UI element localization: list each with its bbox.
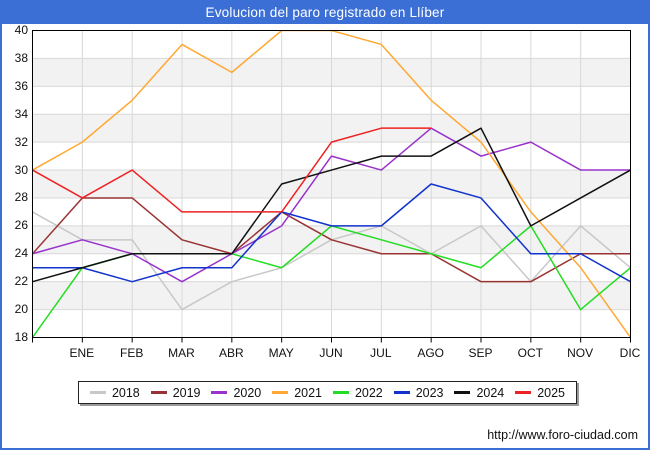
legend-item-2023: 2023 — [393, 385, 444, 400]
y-axis-label: 28 — [14, 190, 28, 205]
x-axis-label: FEB — [119, 346, 144, 360]
legend-item-2021: 2021 — [272, 386, 322, 400]
legend-item-2024: 2024 — [454, 386, 504, 400]
site-url: http://www.foro-ciudad.com — [487, 428, 638, 442]
legend-color-dash-icon — [515, 391, 532, 394]
legend-item-2019: 2019 — [150, 385, 201, 400]
legend-item-2025: 2025 — [515, 386, 565, 400]
legend-label: 2024 — [476, 385, 505, 400]
series-line-2019 — [31, 197, 631, 283]
x-axis-label: MAY — [268, 346, 294, 360]
series-line-2024 — [32, 127, 631, 283]
page-title: Evolucion del paro registrado en Llíber — [2, 2, 648, 24]
y-axis-label: 22 — [14, 274, 28, 289]
legend-color-dash-icon — [211, 391, 228, 394]
legend-label: 2023 — [415, 385, 444, 400]
legend-color-dash-icon — [454, 391, 471, 394]
legend-color-dash-icon — [89, 391, 106, 394]
series-line-2023 — [32, 183, 631, 283]
line-chart-svg — [31, 29, 632, 343]
legend-label: 2025 — [537, 385, 565, 400]
y-axis-label: 24 — [14, 246, 28, 261]
y-axis-label: 34 — [14, 106, 28, 121]
x-axis-label: OCT — [517, 346, 543, 360]
y-axis-label: 36 — [14, 78, 28, 93]
legend-color-dash-icon — [272, 391, 289, 394]
x-axis-label: MAR — [168, 346, 195, 360]
legend-label: 2019 — [172, 385, 201, 400]
y-axis-label: 40 — [14, 23, 28, 37]
y-axis-label: 38 — [14, 50, 28, 65]
legend-label: 2020 — [233, 385, 262, 400]
y-axis-label: 20 — [14, 302, 28, 317]
x-axis-label: NOV — [567, 346, 594, 360]
legend-label: 2018 — [111, 385, 140, 400]
legend-color-dash-icon — [150, 391, 167, 394]
x-axis-label: DIC — [619, 346, 641, 360]
x-axis-label: ABR — [218, 346, 244, 360]
x-axis-label: AGO — [417, 346, 444, 360]
legend-item-2022: 2022 — [332, 385, 383, 400]
plot-border — [32, 30, 631, 338]
legend-label: 2021 — [294, 385, 322, 400]
legend-item-2020: 2020 — [211, 386, 261, 400]
x-axis-label: ENE — [69, 346, 95, 360]
legend-color-dash-icon — [332, 391, 349, 394]
x-axis-label: SEP — [468, 346, 493, 360]
y-axis-label: 18 — [14, 330, 28, 344]
y-axis-label: 26 — [14, 218, 28, 233]
x-axis-label: JUN — [319, 346, 343, 360]
y-axis-label: 32 — [14, 134, 28, 149]
line-chart-plot-area — [31, 29, 632, 343]
legend: 2018 2019 2020 2021 2022 2023 2024 2025 — [78, 381, 577, 404]
x-axis-label: JUL — [370, 346, 392, 360]
series-line-2025 — [32, 127, 432, 213]
legend-color-dash-icon — [393, 391, 410, 394]
legend-label: 2022 — [354, 385, 383, 400]
y-axis-label: 30 — [14, 162, 28, 177]
legend-item-2018: 2018 — [89, 385, 140, 400]
